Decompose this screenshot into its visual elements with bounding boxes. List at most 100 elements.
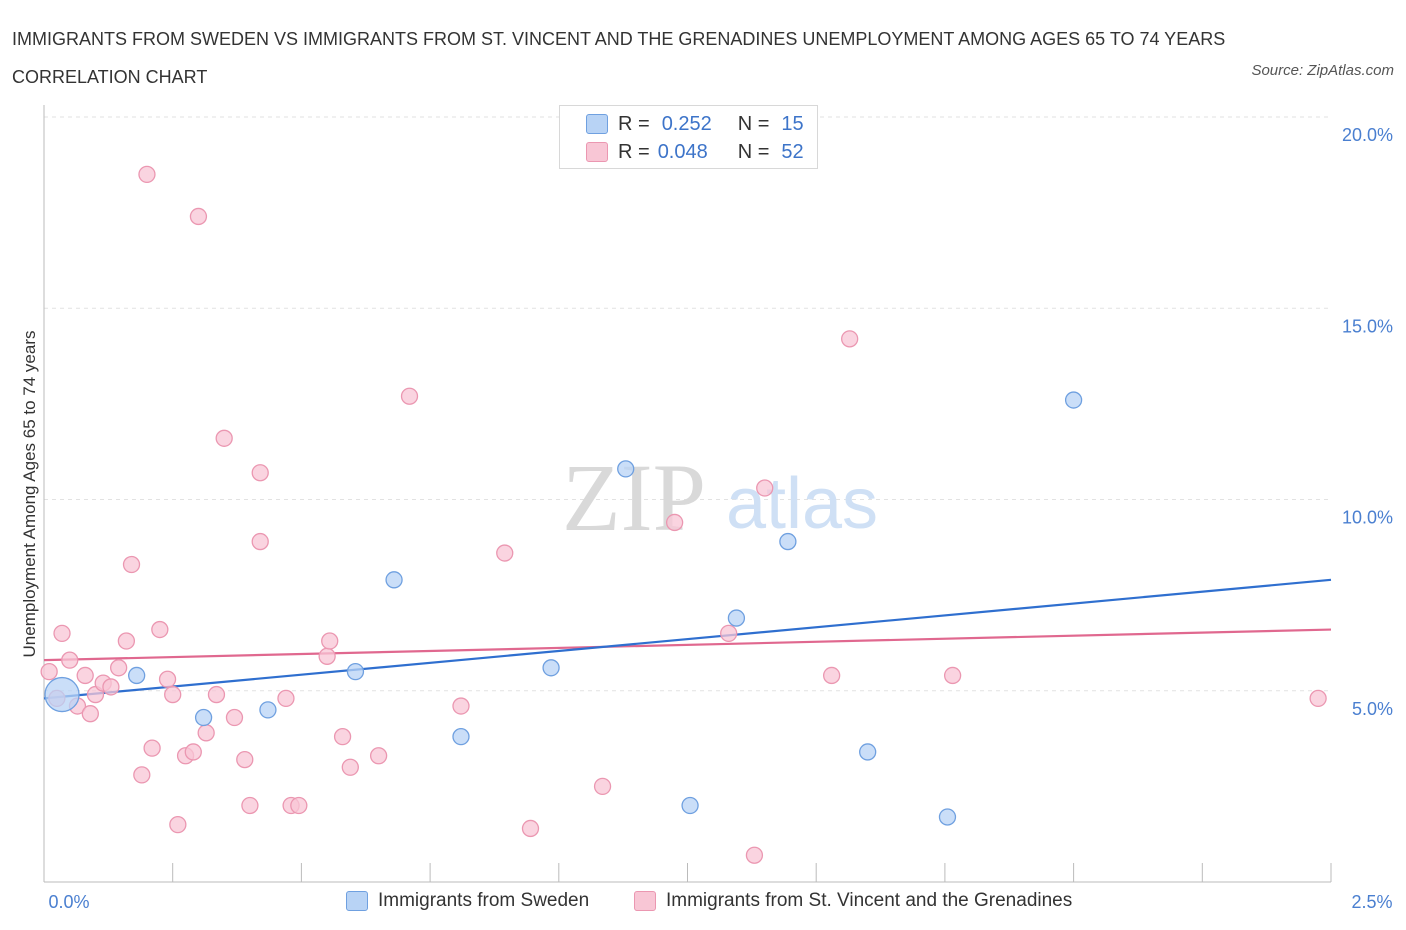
st-vincent-point — [333, 728, 352, 746]
st-vincent-trend-line — [43, 628, 1332, 662]
sweden-swatch — [586, 114, 608, 134]
sweden-legend-label: Immigrants from Sweden — [378, 890, 590, 911]
watermark-atlas: atlas — [726, 464, 878, 544]
n-label: N = — [737, 140, 770, 163]
x-tick-labels: 0.0% 2.5% — [48, 892, 1392, 912]
st-vincent-point — [122, 555, 141, 574]
st-vincent-point — [61, 651, 79, 669]
st-vincent-point — [117, 632, 136, 650]
y-tick-label: 15.0% — [1342, 316, 1393, 336]
r-label: R = — [618, 112, 650, 135]
st-vincent-r-value: 0.048 — [657, 140, 708, 163]
st-vincent-point — [321, 632, 339, 650]
st-vincent-point — [756, 479, 774, 497]
st-vincent-point — [341, 758, 359, 776]
st-vincent-point — [81, 705, 99, 723]
st-vincent-point — [109, 659, 128, 677]
st-vincent-point — [665, 513, 684, 532]
st-vincent-point — [138, 165, 156, 184]
legend-item-st-vincent: Immigrants from St. Vincent and the Gren… — [634, 890, 1072, 912]
r-label: R = — [618, 140, 650, 163]
st-vincent-point — [76, 666, 94, 685]
st-vincent-point — [452, 697, 470, 715]
chart-title: IMMIGRANTS FROM SWEDEN VS IMMIGRANTS FRO… — [12, 29, 1226, 87]
st-vincent-point — [720, 624, 738, 643]
st-vincent-point — [225, 708, 244, 727]
st-vincent-point — [53, 624, 71, 643]
sweden-point — [1064, 391, 1083, 409]
st-vincent-point — [943, 666, 962, 685]
st-vincent-point — [369, 747, 388, 765]
sweden-point — [259, 701, 277, 719]
st-vincent-point — [251, 464, 269, 482]
sweden-point — [542, 659, 560, 677]
sweden-point — [617, 460, 635, 478]
st-vincent-point — [215, 429, 233, 447]
watermark-zip: ZIP — [562, 444, 706, 551]
st-vincent-legend-label: Immigrants from St. Vincent and the Gren… — [666, 890, 1073, 911]
sweden-trend-line — [43, 578, 1332, 700]
gridlines — [44, 116, 1331, 692]
sweden-n-value: 15 — [781, 112, 804, 135]
axes — [43, 105, 1332, 883]
series-legend: Immigrants from Sweden Immigrants from S… — [0, 890, 1406, 916]
st-vincent-legend-swatch — [634, 891, 656, 911]
st-vincent-point — [189, 207, 208, 226]
legend-item-sweden: Immigrants from Sweden — [346, 890, 589, 912]
st-vincent-point — [207, 685, 226, 704]
st-vincent-point — [40, 662, 58, 681]
y-tick-label: 5.0% — [1352, 699, 1393, 719]
correlation-legend: R = 0.252 N = 15 R = 0.048 N = 52 — [559, 105, 818, 169]
legend-row-st-vincent: R = 0.048 N = 52 — [586, 140, 804, 164]
trend-lines — [43, 578, 1332, 700]
sweden-point — [44, 676, 80, 713]
sweden-point — [779, 532, 797, 551]
st-vincent-point — [277, 689, 295, 708]
st-vincent-point — [400, 387, 419, 405]
st-vincent-point — [236, 750, 254, 769]
data-points — [40, 165, 1327, 864]
x-tick-label: 2.5% — [1351, 892, 1392, 912]
sweden-point — [938, 808, 957, 826]
st-vincent-point — [290, 796, 308, 815]
st-vincent-point — [184, 743, 202, 761]
st-vincent-point — [841, 330, 859, 348]
legend-row-sweden: R = 0.252 N = 15 — [586, 112, 804, 136]
sweden-point — [385, 571, 403, 589]
sweden-point — [346, 662, 365, 681]
st-vincent-point — [143, 739, 161, 757]
n-label: N = — [737, 112, 770, 135]
sweden-legend-swatch — [346, 891, 368, 911]
y-tick-label: 20.0% — [1342, 125, 1393, 145]
watermark: ZIP atlas — [562, 444, 878, 551]
st-vincent-point — [197, 724, 215, 742]
st-vincent-point — [133, 766, 151, 784]
st-vincent-point — [318, 647, 336, 665]
st-vincent-swatch — [586, 142, 608, 162]
sweden-point — [681, 796, 699, 815]
sweden-point — [194, 708, 213, 727]
st-vincent-point — [164, 685, 182, 704]
st-vincent-point — [102, 678, 120, 696]
sweden-point — [727, 609, 746, 627]
st-vincent-point — [241, 796, 259, 815]
st-vincent-point — [151, 620, 169, 639]
st-vincent-point — [593, 777, 612, 796]
st-vincent-point — [521, 819, 540, 838]
y-tick-labels: 5.0% 10.0% 15.0% 20.0% — [1342, 125, 1393, 719]
source-note: Source: ZipAtlas.com — [1251, 62, 1394, 79]
st-vincent-n-value: 52 — [781, 140, 804, 163]
x-tick-label: 0.0% — [48, 892, 89, 912]
sweden-r-value: 0.252 — [661, 112, 712, 135]
st-vincent-point — [169, 815, 187, 834]
st-vincent-point — [1309, 689, 1327, 708]
st-vincent-point — [158, 670, 177, 688]
y-tick-label: 10.0% — [1342, 508, 1393, 528]
st-vincent-point — [251, 532, 269, 551]
sweden-point — [452, 728, 470, 746]
st-vincent-point — [496, 544, 514, 562]
st-vincent-point — [745, 846, 764, 864]
sweden-point — [128, 666, 146, 685]
sweden-point — [859, 743, 877, 761]
